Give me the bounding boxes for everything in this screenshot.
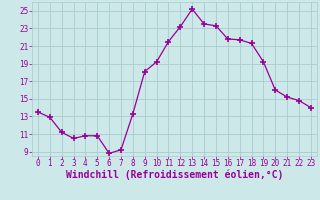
X-axis label: Windchill (Refroidissement éolien,°C): Windchill (Refroidissement éolien,°C) — [66, 170, 283, 180]
